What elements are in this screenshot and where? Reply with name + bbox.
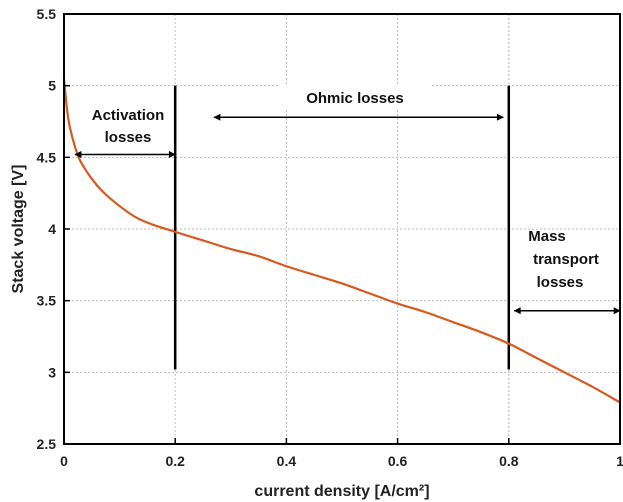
- region-dividers: [173, 85, 511, 370]
- x-tick-label-3: 0.6: [388, 453, 408, 469]
- series-line-0: [62, 78, 621, 404]
- x-tick-label-1: 0.2: [165, 453, 185, 469]
- y-tick-label-2: 3.5: [37, 293, 57, 309]
- y-tick-label-4: 4.5: [37, 149, 57, 165]
- x-ticks: 0 0.2 0.4 0.6 0.8 1: [60, 438, 623, 469]
- x-tick-label-0: 0: [60, 453, 68, 469]
- y-tick-label-5: 5: [48, 78, 56, 94]
- mass-label-line1: Mass: [528, 228, 566, 245]
- x-tick-label-2: 0.4: [277, 453, 297, 469]
- y-ticks: 2.5 3 3.5 4 4.5 5 5.5: [37, 6, 70, 452]
- y-tick-label-6: 5.5: [37, 6, 57, 22]
- x-tick-label-4: 0.8: [499, 453, 519, 469]
- y-tick-label-3: 4: [48, 221, 56, 237]
- y-tick-label-0: 2.5: [37, 436, 57, 452]
- activation-label-line1: Activation: [92, 107, 165, 124]
- annotation-arrows: [74, 113, 621, 315]
- ohmic-label: Ohmic losses: [306, 90, 404, 107]
- ohmic-label-bg: [278, 84, 432, 110]
- x-tick-label-5: 1: [616, 453, 623, 469]
- y-axis-label: Stack voltage [V]: [10, 165, 27, 294]
- series-group: [62, 78, 621, 404]
- activation-label-line2: losses: [105, 129, 152, 146]
- mass-label-line2: transport: [533, 251, 599, 268]
- y-tick-label-1: 3: [48, 364, 56, 380]
- mass-label-line3: losses: [537, 274, 584, 291]
- x-axis-label: current density [A/cm²]: [254, 483, 429, 500]
